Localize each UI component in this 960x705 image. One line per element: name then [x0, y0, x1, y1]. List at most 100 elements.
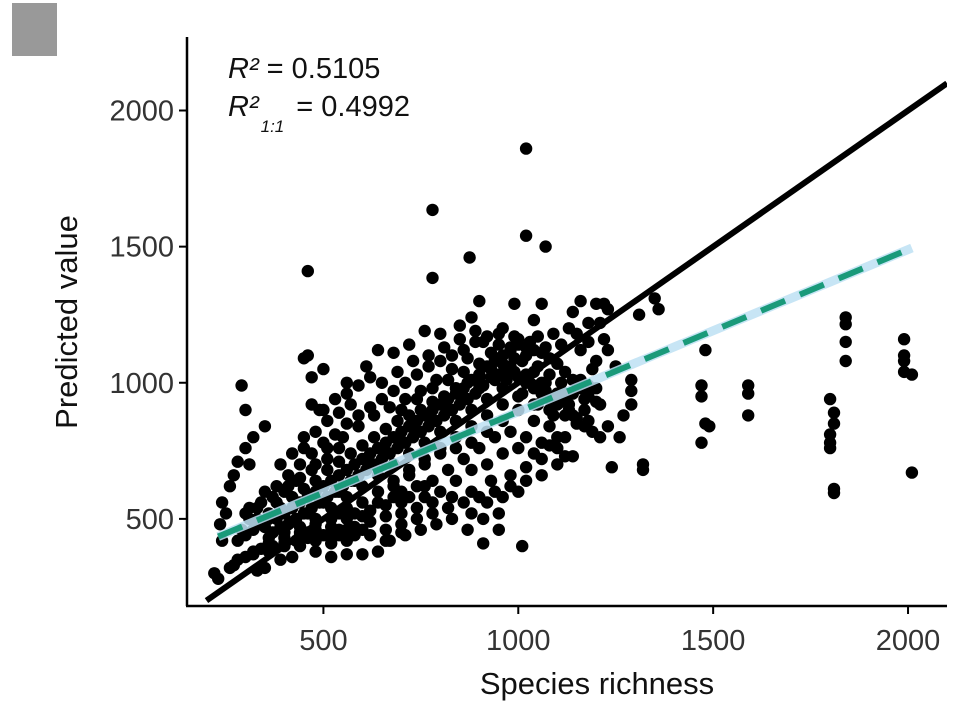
data-point: [543, 420, 556, 433]
data-point: [593, 431, 607, 444]
data-point: [395, 403, 408, 417]
data-point: [430, 518, 443, 531]
data-point: [535, 436, 548, 449]
data-point: [364, 371, 377, 384]
y-tick-label: 1500: [109, 232, 174, 264]
data-point: [391, 365, 404, 379]
data-point: [484, 474, 498, 487]
data-point: [441, 463, 455, 477]
data-point: [461, 523, 474, 536]
data-point: [453, 319, 466, 332]
data-point: [617, 409, 630, 422]
data-point: [601, 420, 615, 433]
data-point: [496, 447, 509, 460]
data-point: [742, 409, 755, 422]
data-point: [340, 523, 353, 536]
data-point: [449, 474, 463, 487]
data-point: [504, 425, 517, 438]
data-point: [371, 343, 385, 357]
data-point: [613, 431, 626, 444]
y-tick-label: 2000: [109, 96, 174, 128]
r2-11-value: = 0.4992: [288, 91, 410, 123]
data-point: [543, 403, 556, 417]
data-point: [551, 458, 564, 471]
data-point: [336, 431, 350, 444]
data-point: [625, 384, 638, 398]
data-point: [239, 507, 252, 520]
data-point: [519, 229, 533, 242]
data-point: [516, 354, 529, 368]
y-axis-title: Predicted value: [49, 215, 84, 429]
data-point: [254, 496, 268, 509]
data-point: [558, 365, 572, 379]
data-point: [301, 349, 314, 362]
data-point: [473, 294, 486, 308]
data-point: [519, 142, 533, 155]
data-point: [391, 414, 404, 428]
data-point: [488, 431, 502, 444]
data-point: [375, 376, 389, 389]
data-point: [367, 431, 381, 444]
data-point: [480, 458, 494, 471]
data-point: [321, 452, 334, 466]
panel-tag: [12, 3, 57, 56]
data-point: [457, 452, 470, 466]
data-point: [274, 553, 287, 566]
data-point: [239, 441, 252, 455]
x-axis-title: Species richness: [480, 666, 714, 701]
data-point: [399, 376, 412, 389]
data-point: [827, 406, 841, 419]
data-point: [539, 240, 552, 253]
x-tick-label: 500: [299, 625, 347, 657]
data-point: [519, 474, 533, 487]
data-point: [387, 474, 400, 487]
data-point: [328, 392, 342, 406]
data-point: [461, 352, 474, 365]
data-point: [539, 341, 552, 354]
r2-11-annotation: R²1:1 = 0.4992: [228, 91, 410, 136]
data-point: [379, 499, 392, 512]
data-point: [504, 469, 517, 482]
data-point: [434, 327, 447, 340]
x-tick-label: 1500: [681, 625, 746, 657]
data-point: [508, 297, 521, 310]
data-point: [414, 523, 427, 536]
data-point: [356, 496, 369, 509]
data-point: [379, 523, 392, 536]
data-point: [648, 292, 661, 305]
r2-value: = 0.5105: [259, 53, 381, 85]
data-point: [258, 420, 272, 433]
data-point: [278, 485, 291, 498]
data-point: [305, 371, 318, 384]
data-point: [422, 349, 435, 362]
data-point: [213, 518, 227, 531]
data-point: [597, 333, 611, 346]
data-point: [465, 311, 478, 324]
data-point: [445, 512, 459, 526]
data-point: [590, 354, 603, 368]
data-point: [897, 333, 911, 346]
data-point: [352, 409, 365, 422]
data-point: [356, 523, 369, 536]
data-point: [403, 463, 416, 477]
data-point: [247, 431, 260, 444]
data-point: [371, 545, 385, 558]
data-point: [695, 436, 708, 449]
data-point: [344, 447, 357, 460]
r2-label: R²: [228, 53, 260, 85]
data-point: [897, 354, 911, 368]
data-point: [512, 441, 525, 455]
data-point: [469, 387, 482, 400]
data-point: [496, 349, 509, 362]
data-point: [827, 486, 841, 500]
data-point: [317, 403, 330, 417]
data-point: [457, 365, 470, 379]
data-point: [352, 420, 365, 433]
data-point: [465, 463, 478, 477]
data-point: [449, 441, 463, 455]
data-point: [344, 398, 357, 411]
data-point: [321, 414, 334, 428]
data-point: [566, 450, 579, 463]
data-point: [383, 401, 396, 414]
